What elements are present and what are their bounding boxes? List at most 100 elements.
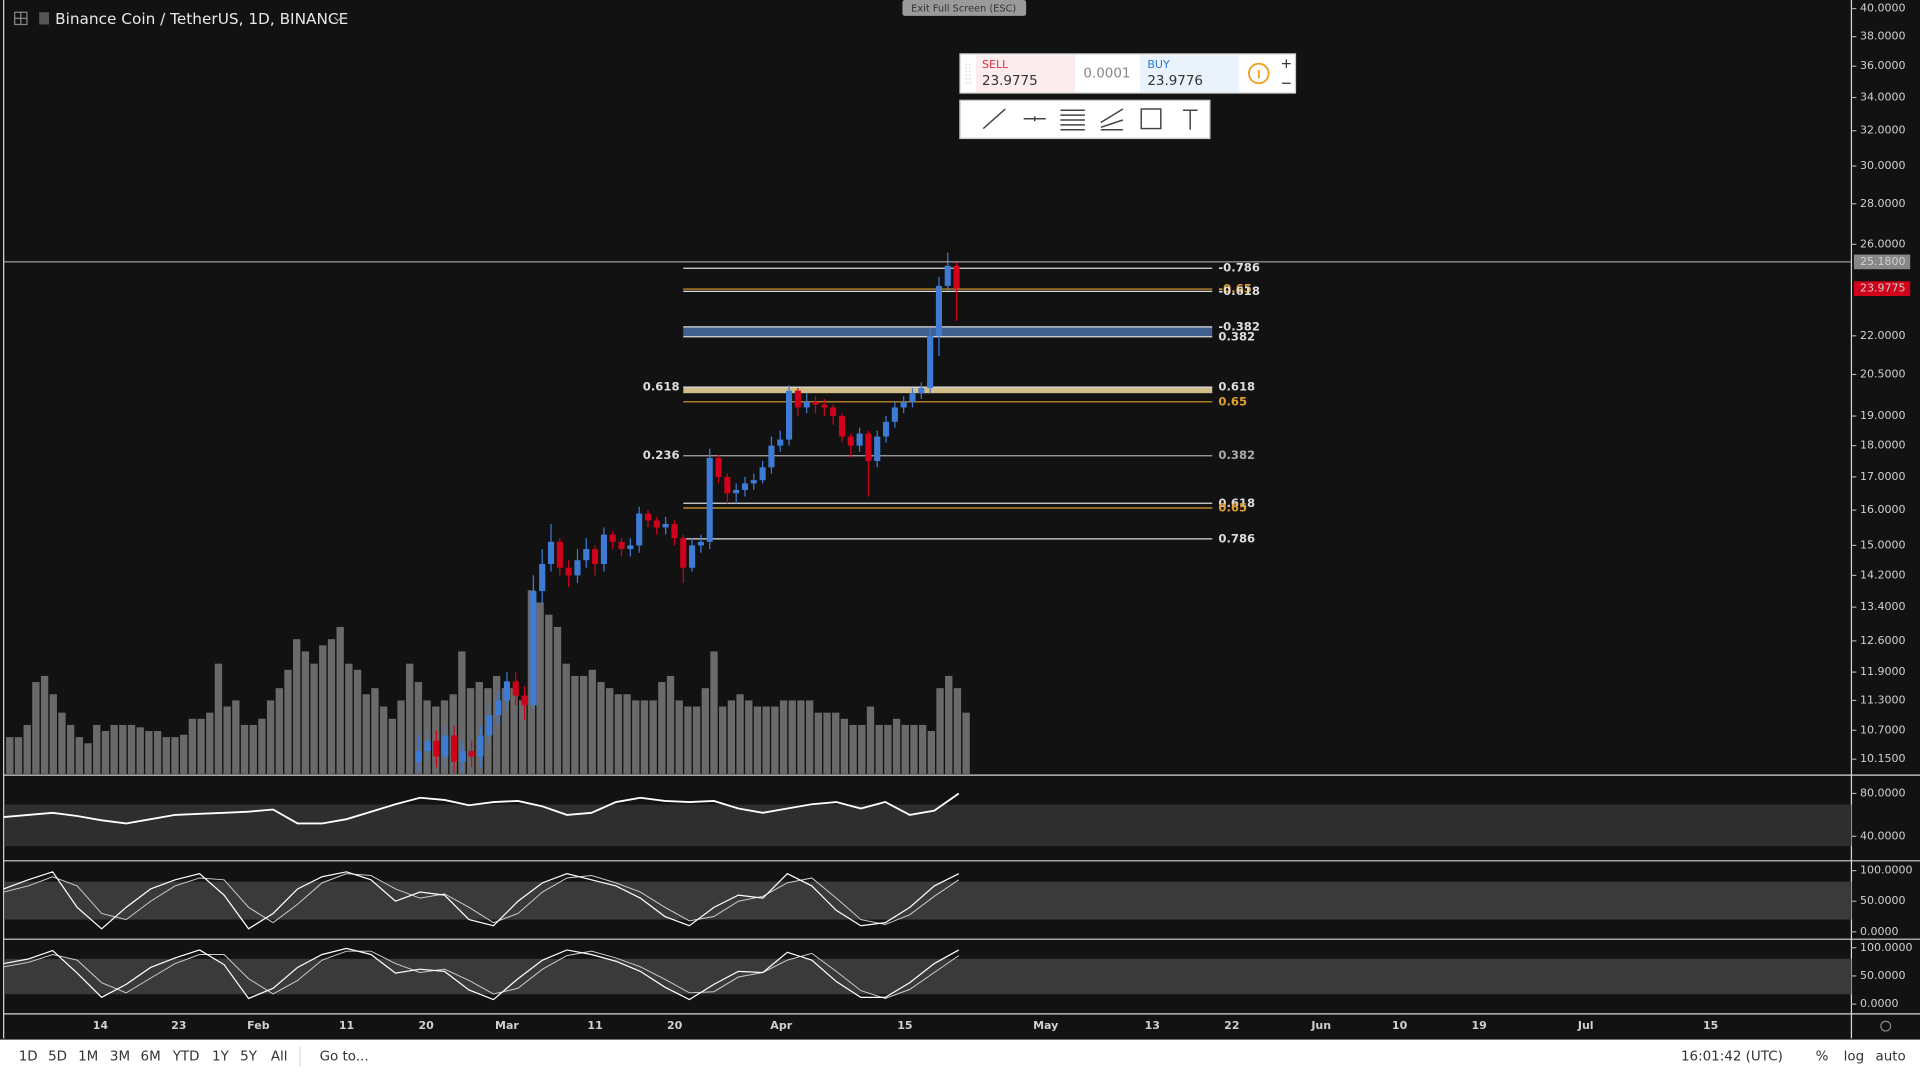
size-buttons[interactable] (1282, 59, 1291, 84)
exit-fullscreen-button[interactable] (902, 0, 1027, 16)
candle-body (891, 407, 898, 422)
crosshair-price-tag (1853, 254, 1911, 270)
x-tick-label: 15 (897, 1019, 912, 1032)
y-tick-label: 0.0000 (1860, 925, 1899, 938)
candle-body (724, 476, 731, 494)
scale-option[interactable]: log (1844, 1050, 1865, 1065)
volume-bar (301, 651, 310, 774)
volume-bar (849, 724, 857, 774)
buy-button[interactable] (1140, 55, 1240, 92)
volume-bar (840, 718, 849, 774)
info-icon[interactable] (1248, 62, 1270, 85)
volume-bar (145, 731, 153, 774)
current-price-label: 23.9775 (1860, 282, 1906, 295)
trend-line-tool[interactable] (982, 108, 1006, 130)
candle-body (442, 735, 449, 757)
fib-tool[interactable] (1060, 109, 1085, 131)
volume-bar (32, 682, 40, 774)
volume-bar (258, 718, 266, 774)
fib-label: -0.382 (1218, 319, 1260, 333)
range-button[interactable]: 6M (141, 1050, 161, 1065)
candle-body (539, 563, 546, 592)
text-tool[interactable] (1182, 109, 1198, 130)
rsi-band (4, 804, 1852, 847)
volume-bar (519, 700, 527, 774)
range-button[interactable]: YTD (172, 1050, 200, 1065)
y-tick-label: 0.0000 (1860, 997, 1899, 1010)
candle-body (609, 534, 616, 542)
scale-option[interactable]: auto (1875, 1050, 1905, 1065)
range-button[interactable]: 1Y (212, 1050, 230, 1065)
x-tick-label: 10 (1392, 1019, 1408, 1032)
y-tick-label: 18.0000 (1860, 439, 1906, 452)
rsi-values-line (3, 792, 960, 825)
volume-bar (119, 724, 127, 774)
candle-body (777, 439, 784, 446)
fib-label: -0.65 (1218, 282, 1252, 296)
candle-body (415, 751, 422, 762)
range-button[interactable]: 5Y (240, 1050, 258, 1065)
volume-bar (58, 712, 66, 774)
fib-label: 0.382 (1218, 448, 1255, 462)
goto-button[interactable]: Go to... (320, 1050, 369, 1065)
y-tick-label: 34.0000 (1860, 91, 1906, 104)
y-tick-label: 30.0000 (1860, 159, 1906, 172)
volume-bar (579, 675, 588, 774)
fib-band (683, 326, 1213, 337)
range-button[interactable]: 1M (78, 1050, 98, 1065)
candle-body (689, 545, 696, 568)
candle-body (927, 335, 934, 388)
fib-fan-tool[interactable] (1100, 108, 1124, 131)
volume-bar (571, 675, 579, 774)
trade-panel: SELL 23.9775 0.0001 BUY 23.9776 (959, 53, 1297, 94)
volume-bar (632, 700, 640, 774)
volume-bar (623, 694, 631, 774)
volume-bar (736, 694, 744, 774)
y-tick-label: 100.0000 (1860, 941, 1913, 954)
range-button[interactable]: 3M (110, 1050, 130, 1065)
scale-option[interactable]: % (1816, 1050, 1829, 1065)
x-tick-label: 13 (1145, 1019, 1160, 1032)
volume-bar (232, 700, 240, 774)
volume-bar (832, 712, 840, 774)
volume-bar (153, 731, 162, 774)
stoch1-k-line (3, 871, 960, 930)
range-button[interactable]: 1D (19, 1050, 38, 1065)
volume-bar (180, 734, 188, 774)
range-button[interactable]: 5D (48, 1050, 67, 1065)
rectangle-tool[interactable] (1140, 108, 1162, 130)
y-tick-label: 28.0000 (1860, 197, 1906, 210)
volume-bar (293, 639, 301, 774)
candle-body (768, 445, 775, 468)
x-tick-label: May (1033, 1019, 1058, 1032)
volume-bar (353, 669, 362, 774)
symbol-title[interactable]: Binance Coin / TetherUS, 1D, BINANCE (55, 10, 348, 28)
volume-bar (588, 669, 596, 774)
volume-bar (597, 682, 605, 774)
volume-bar (510, 688, 518, 774)
settings-icon[interactable] (1880, 1020, 1892, 1032)
range-button[interactable]: All (271, 1050, 288, 1065)
candle-body (644, 513, 652, 521)
volume-bar (884, 724, 892, 774)
candle-body (944, 265, 951, 286)
candle-body (583, 549, 590, 561)
clock: 16:01:42 (UTC) (1681, 1050, 1783, 1065)
horizontal-ray-tool[interactable] (1023, 116, 1046, 122)
candle-body (803, 401, 810, 408)
sell-button[interactable] (975, 55, 1076, 92)
volume-bar (397, 700, 405, 774)
x-tick-label: 11 (339, 1019, 354, 1032)
candle-body (812, 401, 819, 405)
volume-bar (40, 675, 49, 774)
candle-body (680, 538, 687, 568)
marks: 40.0000 38.0000 36.0000 34.0000 32.0000 30.00… (3, 2, 1913, 1032)
y-tick-label: 26.0000 (1860, 237, 1906, 250)
volume-bar (379, 706, 388, 774)
volume-bar (336, 626, 344, 774)
dropdown-caret[interactable] (333, 16, 343, 22)
fib-label: 0.65 (1218, 501, 1247, 515)
candle-body (786, 390, 793, 440)
volume-bar (475, 682, 483, 774)
